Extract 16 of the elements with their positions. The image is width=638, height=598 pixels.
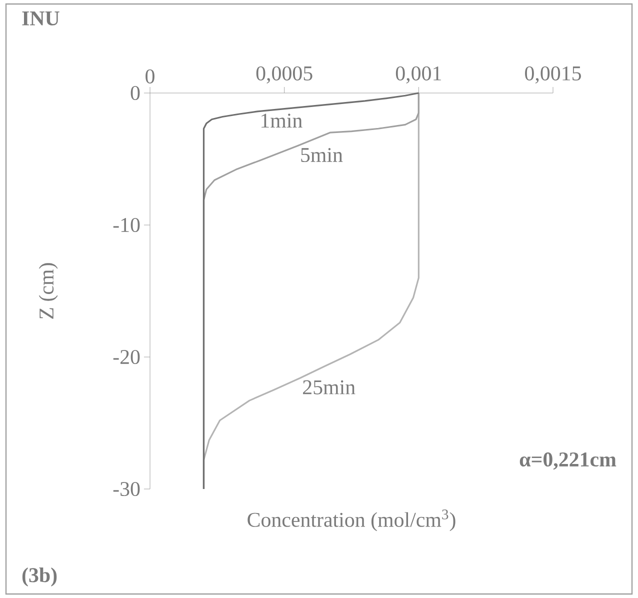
y-tick-label: -20 xyxy=(113,350,140,364)
y-tick-label: 0 xyxy=(130,86,140,100)
series-label: 5min xyxy=(301,148,343,162)
x-tick-label: 0 xyxy=(146,69,154,84)
chart-title: INU xyxy=(22,12,60,26)
y-tick-label: -30 xyxy=(113,482,140,496)
series-label: 25min xyxy=(303,380,356,394)
x-tick-label: 0,0005 xyxy=(256,66,312,84)
y-tick-label: -10 xyxy=(113,218,140,232)
x-tick-label: 0,001 xyxy=(396,66,441,84)
y-axis-title: Z (cm) xyxy=(38,263,58,319)
x-tick-label: 0,0015 xyxy=(525,66,581,84)
annotation: α=0,221cm xyxy=(520,452,616,470)
x-axis-title: Concentration (mol/cm$^{3}$) xyxy=(248,510,456,532)
text: (3b) xyxy=(22,568,57,586)
series-label: 1min xyxy=(262,114,302,128)
